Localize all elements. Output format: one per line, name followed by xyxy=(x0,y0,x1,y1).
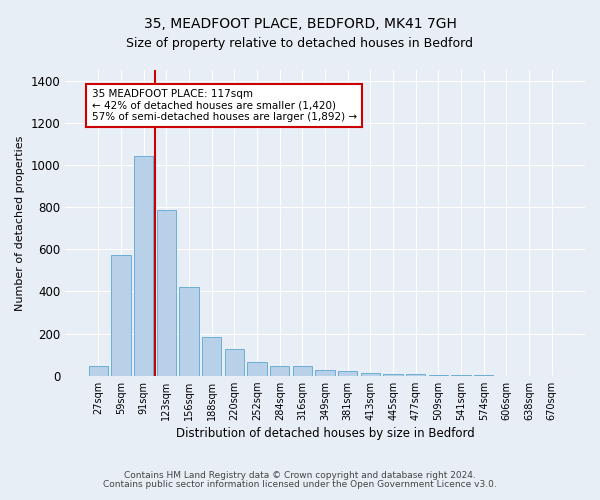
Text: 35, MEADFOOT PLACE, BEDFORD, MK41 7GH: 35, MEADFOOT PLACE, BEDFORD, MK41 7GH xyxy=(143,18,457,32)
Bar xyxy=(202,337,221,376)
Bar xyxy=(383,374,403,376)
Bar xyxy=(361,372,380,376)
Text: Size of property relative to detached houses in Bedford: Size of property relative to detached ho… xyxy=(127,38,473,51)
Y-axis label: Number of detached properties: Number of detached properties xyxy=(15,135,25,310)
Bar xyxy=(134,156,154,376)
Bar xyxy=(338,371,358,376)
Bar xyxy=(270,366,289,376)
X-axis label: Distribution of detached houses by size in Bedford: Distribution of detached houses by size … xyxy=(176,427,475,440)
Bar xyxy=(179,287,199,376)
Text: Contains public sector information licensed under the Open Government Licence v3: Contains public sector information licen… xyxy=(103,480,497,489)
Bar xyxy=(429,374,448,376)
Bar xyxy=(406,374,425,376)
Bar xyxy=(316,370,335,376)
Bar xyxy=(225,350,244,376)
Bar xyxy=(451,375,471,376)
Text: Contains HM Land Registry data © Crown copyright and database right 2024.: Contains HM Land Registry data © Crown c… xyxy=(124,471,476,480)
Bar xyxy=(112,255,131,376)
Bar xyxy=(293,366,312,376)
Text: 35 MEADFOOT PLACE: 117sqm
← 42% of detached houses are smaller (1,420)
57% of se: 35 MEADFOOT PLACE: 117sqm ← 42% of detac… xyxy=(92,89,357,122)
Bar xyxy=(89,366,108,376)
Bar xyxy=(157,210,176,376)
Bar xyxy=(247,362,267,376)
